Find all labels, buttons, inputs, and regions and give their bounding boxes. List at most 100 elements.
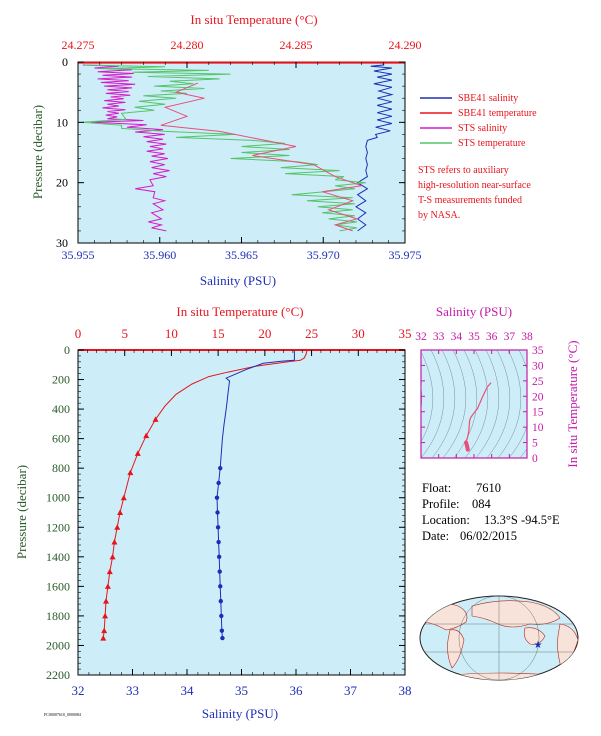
series-line-temperature xyxy=(102,350,308,639)
x-top-tick-label: 25 xyxy=(305,326,318,341)
series-line-salinity xyxy=(216,350,295,639)
sts-note-line: by NASA. xyxy=(418,210,460,221)
float-location-star-icon: ★ xyxy=(534,640,543,651)
float-value: 7610 xyxy=(476,481,501,495)
density-contour xyxy=(431,350,456,458)
density-contour xyxy=(421,351,434,443)
ts-y-tick-label: 5 xyxy=(532,438,538,450)
ts-point xyxy=(465,447,470,452)
x-bottom-tick-label: 35.960 xyxy=(143,248,176,262)
x-bottom-tick-label: 34 xyxy=(181,683,195,698)
temperature-point xyxy=(111,539,118,545)
series-line-sbe41-salinity xyxy=(355,62,394,232)
y-tick-label: 400 xyxy=(52,402,70,416)
map-continent xyxy=(439,672,561,680)
legend-label-sbe41-salinity: SBE41 salinity xyxy=(458,93,518,104)
footer-tiny-text: FC00007610_0000084 xyxy=(44,712,81,717)
temperature-point xyxy=(120,494,127,501)
salinity-point xyxy=(218,584,223,589)
x-bottom-tick-label: 35.955 xyxy=(62,248,95,262)
top-chart-pressure-axis-title: Pressure (decibar) xyxy=(30,105,45,199)
x-top-tick-label: 0 xyxy=(75,326,82,341)
bottom-chart-salinity-axis-title: Salinity (PSU) xyxy=(202,706,278,721)
bottom-chart-plot-area xyxy=(77,349,406,676)
temperature-point xyxy=(143,432,150,439)
salinity-point xyxy=(219,613,224,619)
salinity-point xyxy=(215,525,221,530)
salinity-point xyxy=(217,569,222,574)
temperature-point xyxy=(127,469,134,476)
y-tick-label: 1000 xyxy=(46,491,70,505)
ts-x-tick-label: 32 xyxy=(415,331,427,343)
ts-y-tick-label: 0 xyxy=(532,453,538,465)
density-contour xyxy=(486,350,511,458)
ts-axes: 32 33 34 35 36 37 38 0 5 10 15 20 25 30 35 xyxy=(415,331,544,465)
ts-y-tick-label: 10 xyxy=(532,422,544,434)
salinity-point xyxy=(216,539,221,545)
location-label: Location: xyxy=(422,513,470,527)
ts-density-contours xyxy=(421,350,527,458)
ts-salinity-axis-title: Salinity (PSU) xyxy=(436,304,512,319)
ts-y-tick-label: 30 xyxy=(532,360,544,372)
ts-temperature-axis-title: In situ Temperature (°C) xyxy=(565,340,580,467)
top-chart-salinity-axis-title: Salinity (PSU) xyxy=(200,273,276,288)
density-contour xyxy=(464,350,489,458)
x-bottom-tick-label: 37 xyxy=(344,683,358,698)
sts-note: STS refers to auxiliary high-resolution … xyxy=(418,165,531,221)
y-tick-label: 600 xyxy=(52,432,70,446)
x-top-tick-label: 35 xyxy=(399,326,412,341)
temperature-point xyxy=(102,612,109,619)
ts-diagram-panel: Salinity (PSU) 32 33 34 35 36 37 3805101520253… xyxy=(415,304,580,468)
sts-note-line: high-resolution near-surface xyxy=(418,180,531,191)
x-top-tick-label: 20 xyxy=(258,326,271,341)
profile-label: Profile: xyxy=(422,497,460,511)
ts-curve xyxy=(464,382,492,452)
x-top-tick-label: 15 xyxy=(212,326,225,341)
ts-y-tick-label: 15 xyxy=(532,407,544,419)
salinity-point xyxy=(216,554,222,560)
x-top-tick-label: 24.290 xyxy=(389,38,422,52)
temperature-point xyxy=(152,416,159,422)
legend-label-sts-salinity: STS salinity xyxy=(458,123,507,134)
salinity-point xyxy=(214,495,220,500)
salinity-point xyxy=(219,628,225,633)
x-top-tick-label: 24.285 xyxy=(280,38,313,52)
map-continent xyxy=(471,600,561,628)
temperature-point xyxy=(134,450,141,456)
ts-x-tick-label: 34 xyxy=(451,331,463,343)
density-contour xyxy=(421,385,423,412)
temperature-point xyxy=(101,627,108,634)
x-bottom-tick-label: 38 xyxy=(399,683,412,698)
y-tick-label: 200 xyxy=(52,373,70,387)
ts-y-tick-label: 35 xyxy=(532,345,544,357)
density-contour xyxy=(497,350,522,458)
bottom-chart-series xyxy=(100,350,308,641)
salinity-point xyxy=(218,465,223,471)
x-top-tick-label: 30 xyxy=(352,326,365,341)
y-tick-label: 1400 xyxy=(46,550,70,564)
ts-x-tick-label: 36 xyxy=(486,331,498,343)
y-tick-label: 2000 xyxy=(46,638,70,652)
x-bottom-tick-label: 36 xyxy=(290,683,304,698)
salinity-point xyxy=(218,598,223,604)
bottom-chart-temp-axis-title: In situ Temperature (°C) xyxy=(176,304,303,319)
legend: SBE41 salinity SBE41 temperature STS sal… xyxy=(420,93,537,149)
ts-y-tick-label: 20 xyxy=(532,391,544,403)
ts-y-tick-label: 25 xyxy=(532,376,544,388)
date-value: 06/02/2015 xyxy=(460,529,517,543)
y-tick-label: 1200 xyxy=(46,520,70,534)
x-bottom-tick-label: 35.975 xyxy=(389,248,422,262)
profile-value: 084 xyxy=(472,497,492,511)
y-tick-label: 0 xyxy=(64,343,70,357)
near-surface-panel: In situ Temperature (°C) 35.955 35.960 35.… xyxy=(30,12,537,288)
y-tick-label: 1800 xyxy=(46,609,70,623)
temperature-point xyxy=(103,598,110,604)
date-label: Date: xyxy=(422,529,449,543)
ts-x-tick-label: 35 xyxy=(468,331,480,343)
map-continent xyxy=(447,629,465,669)
density-contour xyxy=(442,350,467,458)
density-contour xyxy=(508,350,527,458)
series-line-sts-temperature xyxy=(82,64,366,232)
ts-x-tick-label: 38 xyxy=(521,331,533,343)
x-bottom-tick-label: 33 xyxy=(126,683,139,698)
